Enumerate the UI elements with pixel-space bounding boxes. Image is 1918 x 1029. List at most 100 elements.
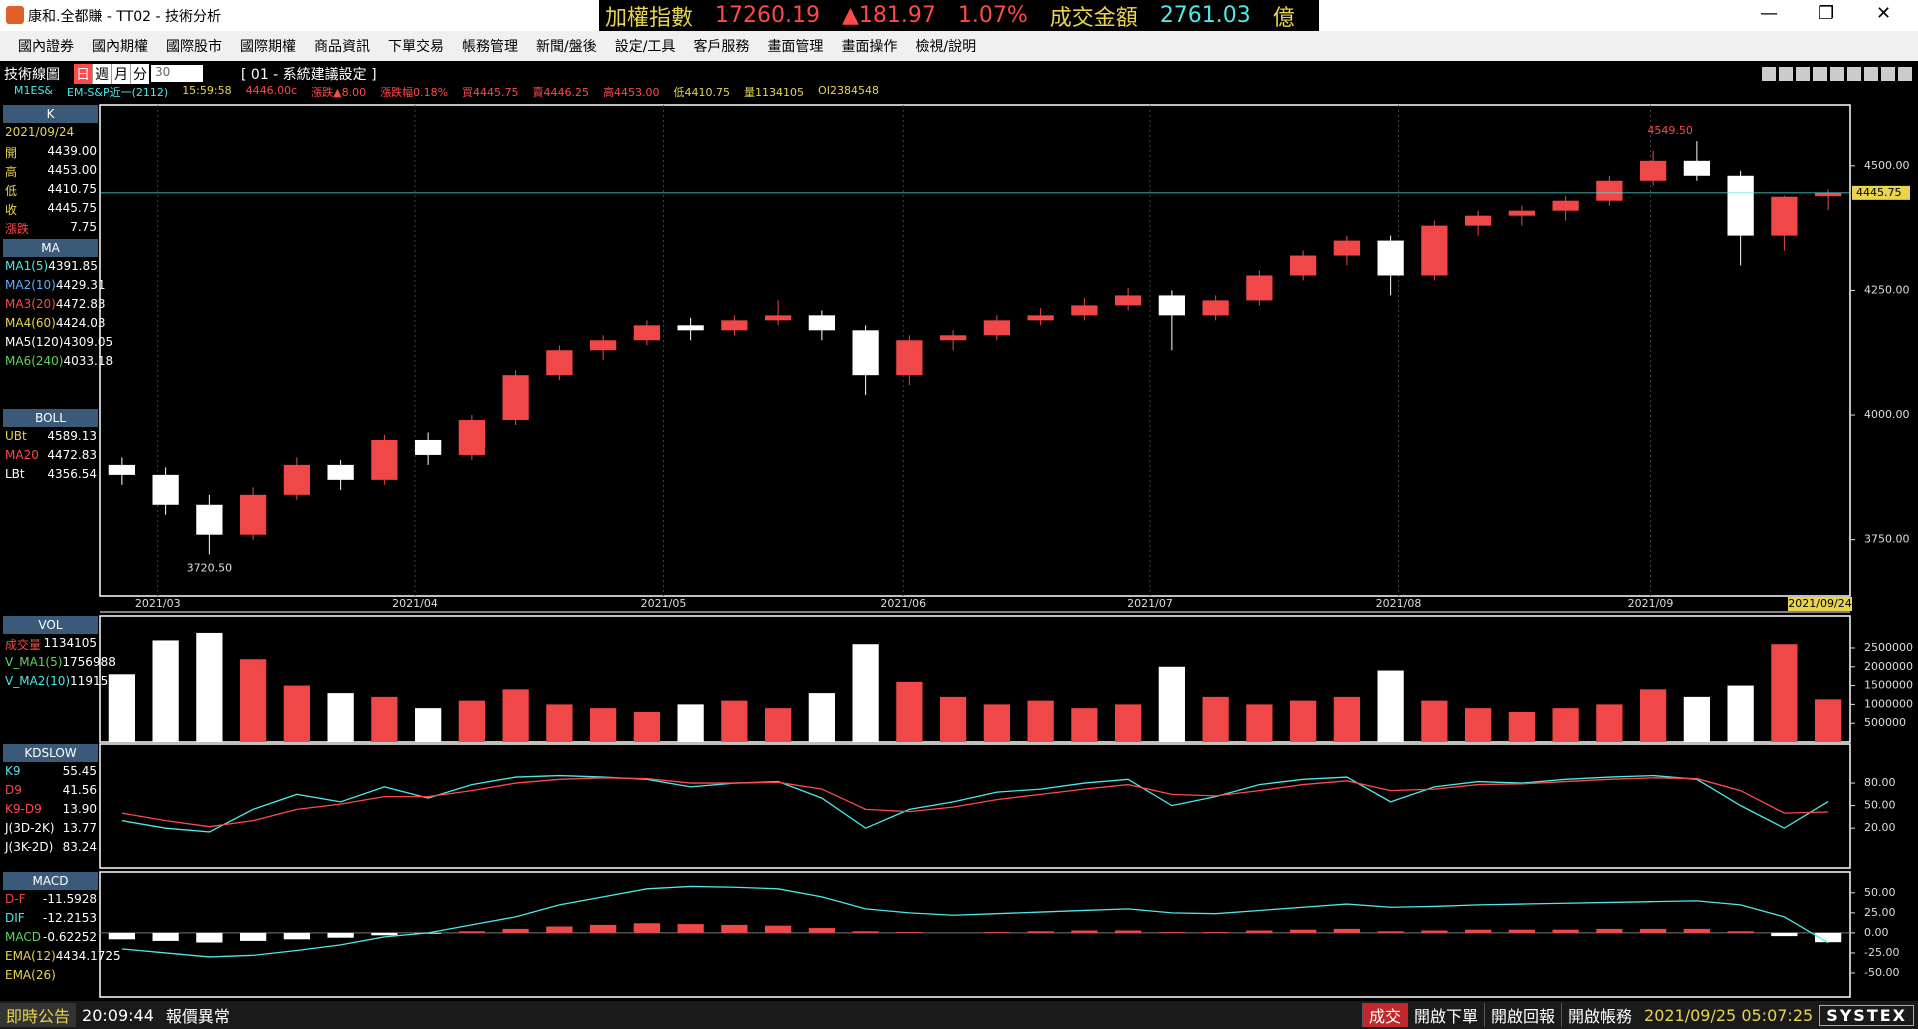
period-button[interactable]: 月 [111,63,130,84]
tool-icon[interactable] [1796,66,1810,81]
row-value: 4439.00 [47,144,97,158]
volume-bar [152,640,179,742]
y-tick-label: 25.00 [1864,906,1896,919]
candle-body [1027,315,1054,321]
x-tick-label: 2021/09 [1628,597,1674,610]
tool-icon[interactable] [1779,66,1793,81]
menu-item[interactable]: 國際期權 [240,39,296,55]
volume-bar [1815,699,1842,742]
candle-body [415,439,442,455]
quote-info: M1ES& EM-S&P近一(2112) 15:59:58 4446.00c 漲跌▲8.… [14,84,879,100]
row-label: MA6(240) [5,354,64,368]
info-item: 4446.00c [245,84,298,97]
toolbar: 技術線圖 日週月分 30 [ 01 - 系統建議設定 ] [0,63,1918,84]
row-value: 4472.83 [47,448,97,462]
candle-body [1158,295,1185,316]
status-message: 報價異常 [165,1007,230,1026]
row-label: V_MA2(10) [5,674,71,688]
period-button[interactable]: 分 [130,63,149,84]
y-tick-label: -25.00 [1864,946,1899,959]
period-button[interactable]: 日 [74,63,92,84]
side-row: MA6(240) 4033.18 [5,354,113,372]
status-button[interactable]: 開啟下單 [1406,1003,1484,1027]
y-tick-label: 2000000 [1864,660,1913,673]
volume-bar [1158,666,1185,742]
last-price-label: 4445.75 [1856,186,1902,199]
menu-item[interactable]: 畫面操作 [841,39,898,55]
row-value: 4424.03 [55,316,106,330]
candle-body [1333,240,1360,256]
volume-bar [940,696,967,742]
menu-item[interactable]: 商品資訊 [314,39,370,55]
row-value: 1191559 [70,674,124,688]
row-label: DIF [5,911,25,925]
series-line [121,885,1829,958]
menu-item[interactable]: 畫面管理 [767,39,824,55]
volume-bar [633,711,660,742]
row-value: 4356.54 [47,467,97,481]
side-row: EMA(26) [5,968,97,986]
macd-bar [765,925,792,933]
tool-icon[interactable] [1813,66,1827,81]
tool-icon[interactable] [1881,66,1895,81]
x-tick-label: 2021/05 [641,597,687,610]
macd-bar [852,931,879,933]
side-row: 2021/09/24 [5,125,97,143]
menu-item[interactable]: 檢視/說明 [915,39,977,55]
volume-bar [1377,670,1404,742]
toolbar-title: 技術線圖 [4,66,60,83]
candle-body [633,325,660,341]
status-button[interactable]: 開啟回報 [1483,1003,1561,1027]
info-item: 漲跌▲8.00 [311,86,367,99]
side-row: K9 55.45 [5,764,97,782]
status-button[interactable]: 成交 [1361,1003,1407,1027]
y-tick-label: 0.00 [1864,926,1889,939]
volume-bar [196,632,223,742]
candle-body [765,315,792,321]
menu-item[interactable]: 客戶服務 [693,39,750,55]
ticker: 加權指數 17260.19 ▲181.97 1.07% 成交金額 2761.03 億 [599,0,1319,31]
side-row: 高 4453.00 [5,163,97,181]
macd-bar [502,928,529,933]
macd-bar [327,932,354,938]
menu-item[interactable]: 設定/工具 [614,39,676,55]
row-label: MA2(10) [5,278,56,292]
row-label: J(3K-2D) [5,840,54,854]
status-time: 20:09:44 [82,1005,154,1025]
macd-bar [546,926,573,933]
tool-icon[interactable] [1830,66,1844,81]
candle-body [371,439,398,480]
minimize-button[interactable]: — [1760,3,1778,24]
macd-bar [371,932,398,936]
setting[interactable]: [ 01 - 系統建議設定 ] [241,66,377,83]
y-tick-label: 4000.00 [1864,408,1910,421]
close-button[interactable]: ✕ [1876,3,1892,24]
menu-item[interactable]: 帳務管理 [462,39,518,55]
row-value: 83.24 [62,840,97,854]
row-value: 4445.75 [47,201,97,215]
menu-item[interactable]: 國內期權 [92,39,148,55]
row-value: 7.75 [70,220,97,234]
high-label: 4549.50 [1647,124,1693,137]
tool-icon[interactable] [1898,66,1912,81]
tool-icon[interactable] [1762,66,1776,81]
candle-body [896,340,923,376]
macd-bar [1596,928,1623,933]
tool-icon[interactable] [1847,66,1861,81]
menu-item[interactable]: 新聞/盤後 [536,39,597,55]
menu-item[interactable]: 國內證券 [18,39,74,55]
macd-bar [1815,932,1842,943]
menu-item[interactable]: 國際股市 [166,39,222,55]
tool-icon[interactable] [1864,66,1878,81]
period-button[interactable]: 週 [92,63,111,84]
side-row: J(3K-2D) 83.24 [5,840,97,858]
row-label: K9-D9 [5,802,42,816]
side-row: 成交量 1134105 [5,636,97,654]
status-button[interactable]: 開啟帳務 [1561,1003,1638,1027]
macd-bar [721,924,748,933]
status-buttons: 成交 開啟下單 開啟回報 開啟帳務 [1361,1003,1638,1027]
count-select[interactable]: 30 [151,65,203,82]
maximize-button[interactable]: ❐ [1818,3,1835,24]
notice[interactable]: 即時公告 [0,1003,77,1027]
menu-item[interactable]: 下單交易 [388,39,444,55]
